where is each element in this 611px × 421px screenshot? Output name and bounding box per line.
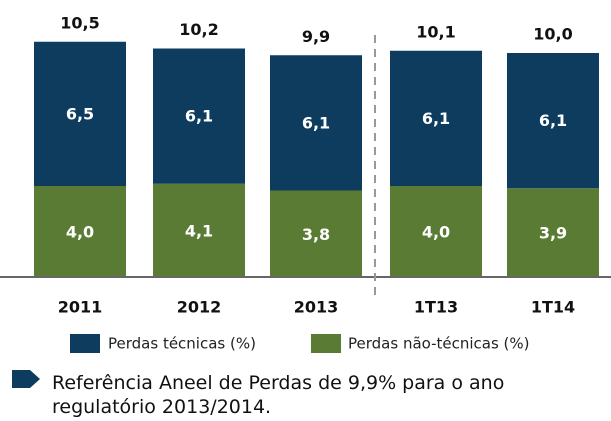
x-tick-label: 1T14 xyxy=(531,298,575,317)
value-label: 6,1 xyxy=(539,111,567,130)
x-tick-label: 2011 xyxy=(58,298,103,317)
legend-label: Perdas não-técnicas (%) xyxy=(348,335,530,353)
value-label: 6,5 xyxy=(66,104,94,123)
total-label: 10,5 xyxy=(60,13,99,32)
value-label: 6,1 xyxy=(422,109,450,128)
note: Referência Aneel de Perdas de 9,9% para … xyxy=(52,371,611,419)
total-label: 10,2 xyxy=(179,20,218,39)
legend-swatch xyxy=(311,334,341,353)
bar-segment xyxy=(270,190,362,276)
bullet-icon xyxy=(12,370,40,388)
legend-label: Perdas técnicas (%) xyxy=(108,335,256,353)
bar-segment xyxy=(34,186,126,276)
x-tick-label: 1T13 xyxy=(414,298,458,317)
x-tick-label: 2012 xyxy=(177,298,222,317)
bar-segment xyxy=(390,50,482,186)
bar-segment xyxy=(153,183,245,276)
note-line: regulatório 2013/2014. xyxy=(52,396,272,418)
bar-segment xyxy=(153,48,245,184)
bar-segment xyxy=(507,188,599,276)
legend-swatch xyxy=(70,334,100,353)
note-line: Referência Aneel de Perdas de 9,9% para … xyxy=(52,372,505,394)
value-label: 4,1 xyxy=(185,221,213,240)
value-label: 6,1 xyxy=(185,107,213,126)
bar-segment xyxy=(390,186,482,276)
value-label: 3,8 xyxy=(302,225,330,244)
total-label: 10,0 xyxy=(533,25,572,44)
x-tick-label: 2013 xyxy=(294,298,339,317)
value-label: 6,1 xyxy=(302,113,330,132)
total-label: 9,9 xyxy=(302,27,330,46)
value-label: 4,0 xyxy=(422,223,450,242)
total-label: 10,1 xyxy=(416,22,455,41)
value-label: 3,9 xyxy=(539,224,567,243)
bar-segment xyxy=(507,53,599,189)
bar-segment xyxy=(270,55,362,191)
value-label: 4,0 xyxy=(66,223,94,242)
bar-segment xyxy=(34,41,126,186)
